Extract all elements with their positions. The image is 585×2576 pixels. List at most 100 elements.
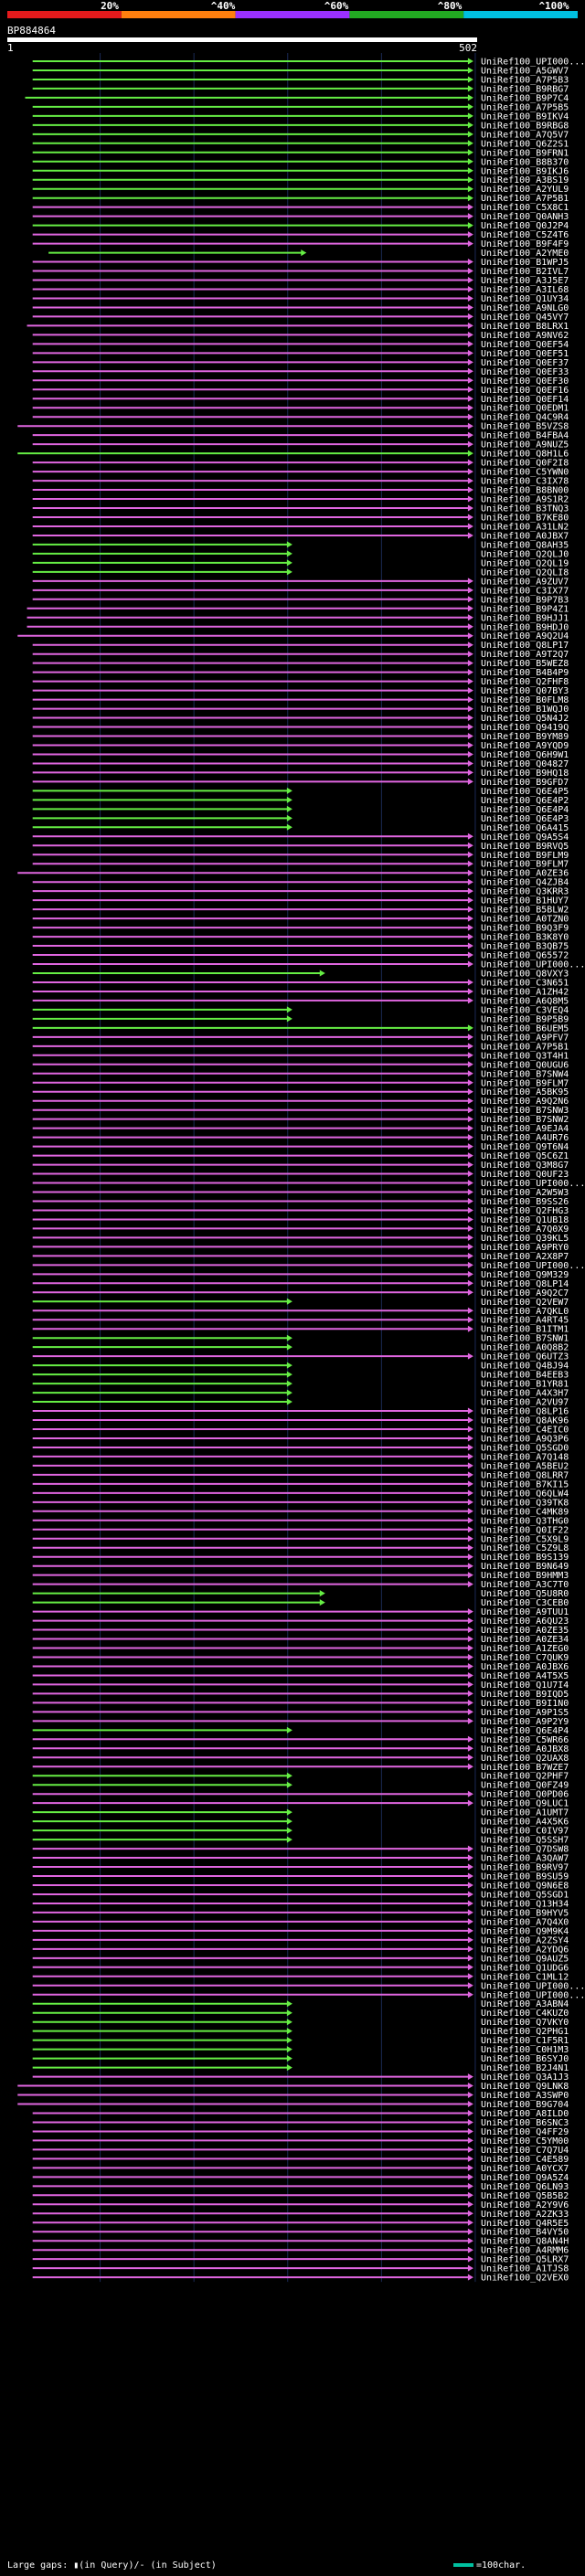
hit-row[interactable]: UniRef100_B4VY50	[32, 2228, 569, 2238]
hit-label[interactable]: UniRef100_A2YDQ6	[481, 1945, 569, 1955]
hit-label[interactable]: UniRef100_Q2UAX8	[481, 1754, 569, 1764]
hit-label[interactable]: UniRef100_C5WR66	[481, 1735, 569, 1745]
hit-label[interactable]: UniRef100_B9FRN1	[481, 148, 569, 158]
hit-label[interactable]: UniRef100_UPI000...	[481, 1261, 585, 1271]
hit-label[interactable]: UniRef100_Q5U8R0	[481, 1589, 569, 1599]
hit-label[interactable]: UniRef100_B6SNC3	[481, 2118, 569, 2128]
hit-label[interactable]: UniRef100_A9T2Q7	[481, 650, 569, 660]
hit-row[interactable]: UniRef100_Q7VKY0	[32, 2018, 569, 2028]
hit-row[interactable]: UniRef100_A9Q2N6	[32, 1097, 569, 1107]
hit-row[interactable]: UniRef100_Q3T4H1	[32, 1051, 569, 1061]
hit-label[interactable]: UniRef100_C5Z4T6	[481, 230, 569, 240]
hit-row[interactable]: UniRef100_Q9M329	[32, 1270, 569, 1280]
hit-row[interactable]: UniRef100_Q5SGD0	[32, 1443, 569, 1453]
hit-row[interactable]: UniRef100_B6UEM5	[32, 1023, 569, 1034]
hit-row[interactable]: UniRef100_B4FBA4	[32, 431, 569, 441]
hit-row[interactable]: UniRef100_Q4C9R4	[32, 413, 569, 423]
hit-label[interactable]: UniRef100_B9SU59	[481, 1872, 569, 1882]
hit-label[interactable]: UniRef100_Q2QL19	[481, 558, 569, 568]
hit-row[interactable]: UniRef100_A2ZSY4	[32, 1935, 569, 1945]
hit-row[interactable]: UniRef100_A9NUZ5	[32, 440, 569, 451]
hit-label[interactable]: UniRef100_A6Q8M5	[481, 996, 569, 1006]
hit-label[interactable]: UniRef100_Q0EF37	[481, 358, 569, 368]
hit-row[interactable]: UniRef100_B9SS26	[32, 1197, 569, 1207]
hit-row[interactable]: UniRef100_A4UR76	[32, 1133, 569, 1143]
hit-row[interactable]: UniRef100_Q3THG0	[32, 1516, 569, 1526]
hit-row[interactable]: UniRef100_A9NV62	[32, 331, 569, 341]
hit-label[interactable]: UniRef100_A9P2Y9	[481, 1717, 569, 1727]
hit-label[interactable]: UniRef100_Q0ANH3	[481, 212, 569, 222]
hit-label[interactable]: UniRef100_Q9M329	[481, 1270, 569, 1280]
hit-row[interactable]: UniRef100_Q1UB18	[32, 1215, 569, 1225]
hit-row[interactable]: UniRef100_B3K8Y0	[32, 933, 569, 943]
hit-row[interactable]: UniRef100_C1F5R1	[32, 2036, 569, 2046]
hit-row[interactable]: UniRef100_Q2QLI8	[32, 567, 569, 578]
hit-row[interactable]: UniRef100_B9RV97	[32, 1863, 569, 1873]
hit-label[interactable]: UniRef100_Q6E4P5	[481, 787, 569, 797]
hit-row[interactable]: UniRef100_Q0EF30	[32, 376, 569, 387]
hit-label[interactable]: UniRef100_A9ZUV7	[481, 577, 569, 587]
hit-row[interactable]: UniRef100_C3N651	[32, 978, 569, 988]
hit-label[interactable]: UniRef100_B9YM89	[481, 732, 569, 742]
hit-row[interactable]: UniRef100_C3IX77	[32, 586, 569, 596]
hit-row[interactable]: UniRef100_Q0EF37	[32, 358, 569, 368]
hit-label[interactable]: UniRef100_B4VY50	[481, 2228, 569, 2238]
hit-label[interactable]: UniRef100_A4RT45	[481, 1316, 569, 1326]
hit-row[interactable]: UniRef100_C5Z4T6	[32, 230, 569, 240]
hit-label[interactable]: UniRef100_C5Z9L8	[481, 1543, 569, 1553]
hit-label[interactable]: UniRef100_B9FLM9	[481, 851, 569, 861]
hit-label[interactable]: UniRef100_B9RBG7	[481, 84, 569, 94]
hit-row[interactable]: UniRef100_A2W5W3	[32, 1188, 569, 1198]
hit-label[interactable]: UniRef100_A5BEU2	[481, 1461, 569, 1471]
hit-row[interactable]: UniRef100_B9IKJ6	[32, 166, 569, 176]
hit-row[interactable]: UniRef100_B5VZS8	[17, 422, 569, 432]
hit-label[interactable]: UniRef100_B7SNW2	[481, 1115, 569, 1125]
hit-row[interactable]: UniRef100_A7Q148	[32, 1452, 569, 1462]
hit-row[interactable]: UniRef100_Q7DSW8	[32, 1845, 569, 1855]
hit-label[interactable]: UniRef100_A3QAW7	[481, 1854, 569, 1864]
hit-label[interactable]: UniRef100_A2Y9V6	[481, 2200, 569, 2210]
hit-row[interactable]: UniRef100_Q3KRR3	[32, 887, 569, 897]
hit-row[interactable]: UniRef100_Q0EF16	[32, 386, 569, 396]
hit-label[interactable]: UniRef100_B9RVQ5	[481, 842, 569, 852]
hit-label[interactable]: UniRef100_A4X3H7	[481, 1389, 569, 1399]
hit-label[interactable]: UniRef100_A3ABN4	[481, 1999, 569, 2009]
hit-label[interactable]: UniRef100_B9P5B9	[481, 1014, 569, 1024]
hit-row[interactable]: UniRef100_A3SWP0	[17, 2091, 569, 2101]
hit-row[interactable]: UniRef100_A0ZE34	[32, 1635, 569, 1645]
hit-row[interactable]: UniRef100_A1ZH42	[32, 987, 569, 997]
hit-label[interactable]: UniRef100_C4KUZ0	[481, 2009, 569, 2019]
hit-row[interactable]: UniRef100_Q5SGD1	[32, 1890, 569, 1900]
hit-row[interactable]: UniRef100_A3IL68	[32, 285, 569, 295]
hit-row[interactable]: UniRef100_Q2PHF7	[32, 1772, 569, 1782]
hit-row[interactable]: UniRef100_A6Q8M5	[32, 996, 569, 1006]
hit-row[interactable]: UniRef100_A7Q0X9	[32, 1224, 569, 1235]
hit-label[interactable]: UniRef100_B9P7B3	[481, 595, 569, 605]
hit-label[interactable]: UniRef100_Q6E4P4	[481, 805, 569, 815]
hit-label[interactable]: UniRef100_Q0PD06	[481, 1790, 569, 1800]
hit-row[interactable]: UniRef100_B4B4P9	[32, 668, 569, 678]
hit-row[interactable]: UniRef100_A7QKL0	[32, 1307, 569, 1317]
hit-label[interactable]: UniRef100_Q3KRR3	[481, 887, 569, 897]
hit-label[interactable]: UniRef100_A1TJS8	[481, 2264, 569, 2274]
hit-row[interactable]: UniRef100_B5BLW2	[32, 906, 569, 916]
hit-label[interactable]: UniRef100_C4MK89	[481, 1507, 569, 1517]
hit-row[interactable]: UniRef100_B9HYV5	[32, 1908, 569, 1918]
hit-row[interactable]: UniRef100_Q04827	[32, 759, 569, 769]
hit-label[interactable]: UniRef100_Q3THG0	[481, 1516, 569, 1526]
hit-label[interactable]: UniRef100_Q2QLJ0	[481, 549, 569, 559]
hit-label[interactable]: UniRef100_A2ZK33	[481, 2210, 569, 2220]
hit-label[interactable]: UniRef100_Q8LP16	[481, 1407, 569, 1417]
hit-row[interactable]: UniRef100_B0FLM8	[32, 695, 569, 705]
hit-row[interactable]: UniRef100_Q6UTZ3	[32, 1352, 569, 1362]
hit-row[interactable]: UniRef100_Q2VEX0	[32, 2274, 569, 2284]
hit-label[interactable]: UniRef100_Q8AN4H	[481, 2237, 569, 2247]
hit-row[interactable]: UniRef100_A31LN2	[32, 522, 569, 532]
hit-row[interactable]: UniRef100_B9FRN1	[32, 148, 569, 158]
hit-label[interactable]: UniRef100_B9F4F9	[481, 239, 569, 249]
hit-label[interactable]: UniRef100_Q3T4H1	[481, 1051, 569, 1061]
hit-row[interactable]: UniRef100_B9IKV4	[32, 111, 569, 122]
hit-row[interactable]: UniRef100_C0IV97	[32, 1827, 569, 1837]
hit-label[interactable]: UniRef100_Q2QLI8	[481, 567, 569, 578]
hit-row[interactable]: UniRef100_A0TZN0	[32, 915, 569, 925]
